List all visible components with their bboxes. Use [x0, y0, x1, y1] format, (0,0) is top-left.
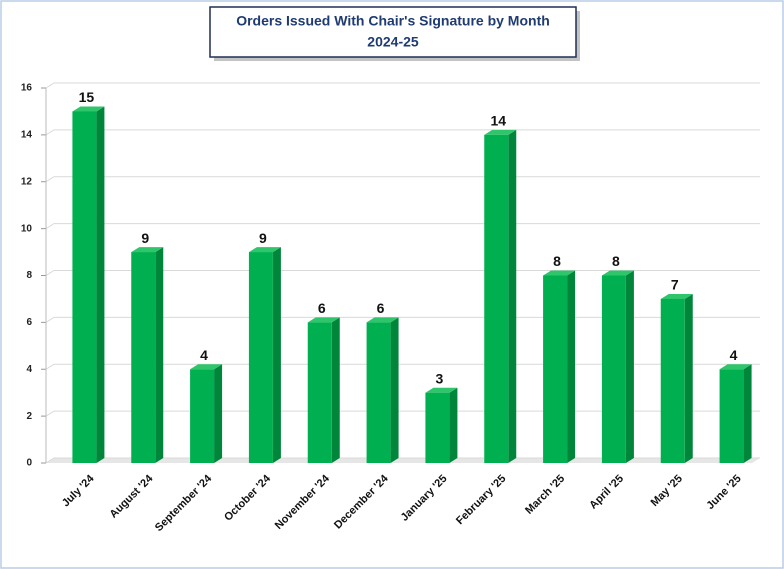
value-label: 8 — [553, 253, 561, 269]
y-tick-label: 16 — [21, 83, 33, 94]
grid-line — [45, 129, 760, 136]
bar-top — [425, 387, 458, 393]
bar-side — [214, 364, 223, 463]
bar-front — [601, 275, 626, 463]
grid-line — [45, 410, 760, 417]
grid-line — [45, 82, 760, 89]
value-label: 9 — [259, 230, 267, 246]
bar-top — [366, 317, 399, 323]
bar-front — [190, 369, 215, 463]
value-label: 6 — [318, 300, 326, 316]
grid-line — [45, 316, 760, 323]
y-tick-label: 12 — [21, 176, 33, 187]
bar-top — [248, 247, 281, 253]
value-label: 8 — [612, 253, 620, 269]
y-tick-label: 6 — [26, 317, 32, 328]
bar-top — [131, 247, 164, 253]
value-label: 15 — [79, 89, 95, 105]
bar-front — [307, 322, 332, 463]
y-tick-label: 10 — [21, 223, 33, 234]
bar — [601, 270, 634, 463]
bar-side — [390, 317, 399, 463]
bar-front — [719, 369, 744, 463]
bar — [425, 387, 458, 463]
value-label: 14 — [490, 113, 506, 129]
bar-top — [660, 293, 693, 299]
grid-line — [45, 270, 760, 276]
value-label: 4 — [730, 347, 738, 363]
bar — [543, 270, 576, 463]
y-tick-label: 4 — [26, 364, 32, 375]
bar-front — [248, 252, 273, 463]
bar-side — [272, 247, 281, 463]
bar-side — [567, 270, 576, 463]
bar-top — [719, 364, 752, 370]
bar-side — [743, 364, 752, 463]
bar-side — [449, 387, 458, 463]
bar-top — [72, 106, 105, 112]
bar — [366, 317, 399, 463]
grid-line — [45, 223, 760, 230]
bar-side — [684, 293, 693, 463]
value-label: 3 — [436, 370, 444, 386]
bar — [307, 317, 340, 463]
bar-front — [660, 298, 685, 463]
bar-top — [601, 270, 634, 276]
bar-side — [625, 270, 634, 463]
bar-top — [484, 129, 517, 135]
bar-top — [543, 270, 576, 276]
bar — [484, 129, 517, 463]
bar-side — [331, 317, 340, 463]
bar-front — [484, 134, 509, 463]
bar-front — [72, 111, 97, 463]
bar — [190, 364, 223, 463]
bar — [131, 247, 164, 463]
bar-side — [155, 247, 164, 463]
bar-side — [96, 106, 105, 463]
grid-line — [45, 457, 760, 464]
bar — [719, 364, 752, 463]
y-tick-label: 14 — [21, 130, 33, 141]
grid-line — [45, 176, 760, 183]
value-label: 7 — [671, 277, 679, 293]
chart-subtitle: 2024-25 — [367, 34, 419, 50]
bar — [248, 247, 281, 463]
floor — [46, 458, 760, 463]
grid-line — [45, 363, 760, 370]
value-label: 4 — [200, 347, 208, 363]
bar-top — [190, 364, 223, 370]
bar-side — [508, 129, 517, 463]
bar-front — [131, 252, 156, 463]
bar-front — [543, 275, 568, 463]
y-tick-label: 2 — [26, 411, 32, 422]
bar-front — [425, 392, 450, 463]
title-box — [209, 6, 577, 58]
value-label: 9 — [141, 230, 149, 246]
bar-front — [366, 322, 391, 463]
chart-title: Orders Issued With Chair's Signature by … — [236, 13, 550, 29]
bar — [660, 293, 693, 463]
bar — [72, 106, 105, 463]
y-tick-label: 8 — [26, 270, 32, 281]
y-tick-label: 0 — [26, 458, 32, 469]
bar-top — [307, 317, 340, 323]
value-label: 6 — [377, 300, 385, 316]
